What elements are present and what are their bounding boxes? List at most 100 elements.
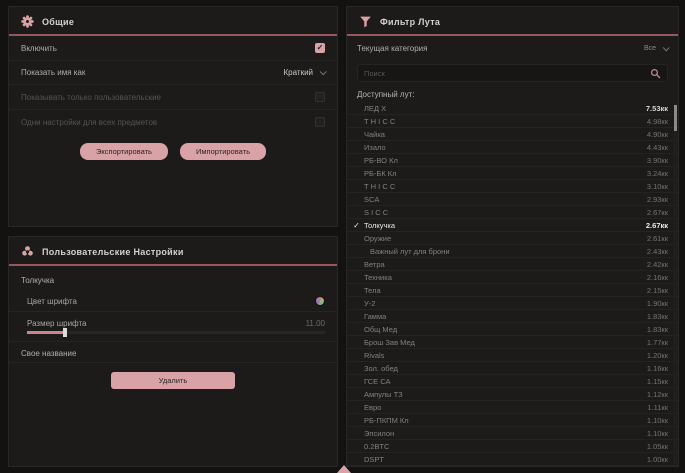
search-input[interactable] <box>364 68 650 78</box>
loot-list-row[interactable]: У-2 1.90кк <box>347 297 678 310</box>
loot-item-name: Евро <box>364 402 382 412</box>
loot-item-value: 1.11кк <box>647 402 668 412</box>
loot-item-value: 2.67кк <box>645 220 668 230</box>
loot-item-value: 1.10кк <box>646 415 668 425</box>
loot-item-name: У-2 <box>364 298 376 308</box>
scrollbar-thumb[interactable] <box>674 105 677 131</box>
loot-list-row[interactable]: Эпсилон 1.10кк <box>347 427 678 440</box>
loot-item-value: 2.15кк <box>646 285 668 295</box>
enable-label: Включить <box>21 43 57 53</box>
loot-list-row[interactable]: Общ Мед 1.83кк <box>347 323 678 336</box>
loot-list-row[interactable]: Тела 2.15кк <box>347 284 678 297</box>
selected-item-name: Толкучка <box>21 276 55 285</box>
loot-list-row[interactable]: Евро 1.11кк <box>347 401 678 414</box>
font-color-row: Цвет шрифта <box>9 289 337 311</box>
divider <box>9 311 337 312</box>
slider-handle[interactable] <box>62 328 67 337</box>
loot-item-value: 4.43кк <box>646 142 668 152</box>
loot-list-row[interactable]: РБ-ПКПМ Кл 1.10кк <box>347 414 678 427</box>
same-settings-label: Одни настройки для всех предметов <box>21 117 158 127</box>
loot-item-value: 1.83кк <box>646 324 668 334</box>
loot-item-value: 1.10кк <box>646 428 668 438</box>
loot-list-row[interactable]: Важный лут для брони 2.43кк <box>347 245 678 258</box>
user-settings-icon <box>21 245 34 258</box>
gear-icon <box>21 15 34 28</box>
loot-list-row[interactable]: Чайка 4.90кк <box>347 128 678 141</box>
loot-item-value: 1.16кк <box>646 363 668 373</box>
loot-item-value: 2.16кк <box>646 272 668 282</box>
chevron-down-icon <box>662 44 670 52</box>
loot-list-row[interactable]: ГСЕ СА 1.15кк <box>347 375 678 388</box>
loot-list-row[interactable]: Гамма 1.83кк <box>347 310 678 323</box>
category-select[interactable]: Все <box>643 44 670 52</box>
loot-item-value: 1.20кк <box>646 350 668 360</box>
loot-list-row[interactable]: Т Н I С С 3.10кк <box>347 180 678 193</box>
user-settings-panel: Пользовательские Настройки Толкучка Цвет… <box>8 236 338 467</box>
loot-item-name: Чайка <box>364 129 385 139</box>
loot-item-value: 3.24кк <box>646 168 668 178</box>
loot-list-row[interactable]: Ампулы ТЗ 1.12кк <box>347 388 678 401</box>
font-size-row: Размер шрифта 11.00 <box>9 312 337 331</box>
loot-item-name: РБ-БК Кл <box>364 168 397 178</box>
loot-filter-panel: Фильтр Лута Текущая категория Все <box>346 6 679 467</box>
name-mode-row: Показать имя как Краткий <box>9 61 337 84</box>
scrollbar-track[interactable] <box>674 103 677 465</box>
header-underline <box>9 34 337 36</box>
enable-checkbox[interactable]: ✓ <box>315 43 325 53</box>
loot-item-name: Изало <box>364 142 386 152</box>
loot-list-row[interactable]: ✓ Толкучка 2.67кк <box>347 219 678 232</box>
collapse-arrow-icon[interactable] <box>337 465 351 473</box>
loot-list-row[interactable]: Ветра 2.42кк <box>347 258 678 271</box>
loot-item-name: DSPT <box>364 454 385 464</box>
loot-list-row[interactable]: Зол. обед 1.16кк <box>347 362 678 375</box>
loot-list-row[interactable]: ЛЕД X 7.53кк <box>347 102 678 115</box>
loot-item-name: Толкучка <box>364 220 396 230</box>
loot-list-row[interactable]: Брош Зав Мед 1.77кк <box>347 336 678 349</box>
only-custom-checkbox[interactable] <box>315 92 325 102</box>
name-mode-value: Краткий <box>283 68 313 77</box>
search-icon[interactable] <box>650 68 661 79</box>
loot-item-value: 4.98кк <box>646 116 668 126</box>
loot-item-name: Брош Зав Мед <box>364 337 415 347</box>
divider <box>9 362 337 363</box>
loot-list-row[interactable]: РБ-ВО Кл 3.90кк <box>347 154 678 167</box>
loot-filter-header: Фильтр Лута <box>347 7 678 34</box>
loot-list-row[interactable]: Изало 4.43кк <box>347 141 678 154</box>
category-value: Все <box>643 45 656 52</box>
same-settings-checkbox[interactable] <box>315 117 325 127</box>
loot-item-value: 4.90кк <box>646 129 668 139</box>
font-size-slider[interactable] <box>27 328 325 337</box>
delete-button[interactable]: Удалить <box>110 372 236 389</box>
loot-list-row[interactable]: DSPT 1.00кк <box>347 453 678 466</box>
import-button[interactable]: Импортировать <box>179 143 266 160</box>
loot-list-row[interactable]: Rivals 1.20кк <box>347 349 678 362</box>
loot-filter-title: Фильтр Лута <box>380 16 441 27</box>
header-underline <box>347 34 678 36</box>
loot-item-name: ГСЕ СА <box>364 376 391 386</box>
loot-item-value: 2.42кк <box>646 259 668 269</box>
custom-name-field[interactable]: Свое название <box>21 349 77 358</box>
loot-item-value: 2.93кк <box>646 194 668 204</box>
loot-list-row[interactable]: Т Н I С С 4.98кк <box>347 115 678 128</box>
loot-list-row[interactable]: 0.2BTC 1.05кк <box>347 440 678 453</box>
loot-list-row[interactable]: SCA 2.93кк <box>347 193 678 206</box>
divider <box>9 109 337 110</box>
font-size-label: Размер шрифта <box>27 319 87 328</box>
loot-list-row[interactable]: Оружие 2.61кк <box>347 232 678 245</box>
loot-item-name: Ветра <box>364 259 385 269</box>
loot-list-row[interactable]: РБ-БК Кл 3.24кк <box>347 167 678 180</box>
loot-list-row[interactable]: Техника 2.16кк <box>347 271 678 284</box>
color-wheel-icon[interactable] <box>315 296 325 306</box>
export-import-row: Экспортировать Импортировать <box>9 134 337 160</box>
loot-item-name: Общ Мед <box>364 324 398 334</box>
font-size-value: 11.00 <box>305 319 325 328</box>
loot-item-name: ЛЕД X <box>364 103 387 113</box>
loot-list-row[interactable]: S I C C 2.67кк <box>347 206 678 219</box>
name-mode-select[interactable]: Краткий <box>283 68 327 77</box>
divider <box>9 84 337 85</box>
loot-list: ЛЕД X 7.53кк Т Н I С С 4.98кк Чайка 4.90кк Иза… <box>347 102 678 466</box>
export-button[interactable]: Экспортировать <box>80 143 168 160</box>
loot-item-name: Гамма <box>364 311 387 321</box>
loot-item-value: 2.61кк <box>646 233 668 243</box>
loot-item-name: S I C C <box>364 207 389 217</box>
